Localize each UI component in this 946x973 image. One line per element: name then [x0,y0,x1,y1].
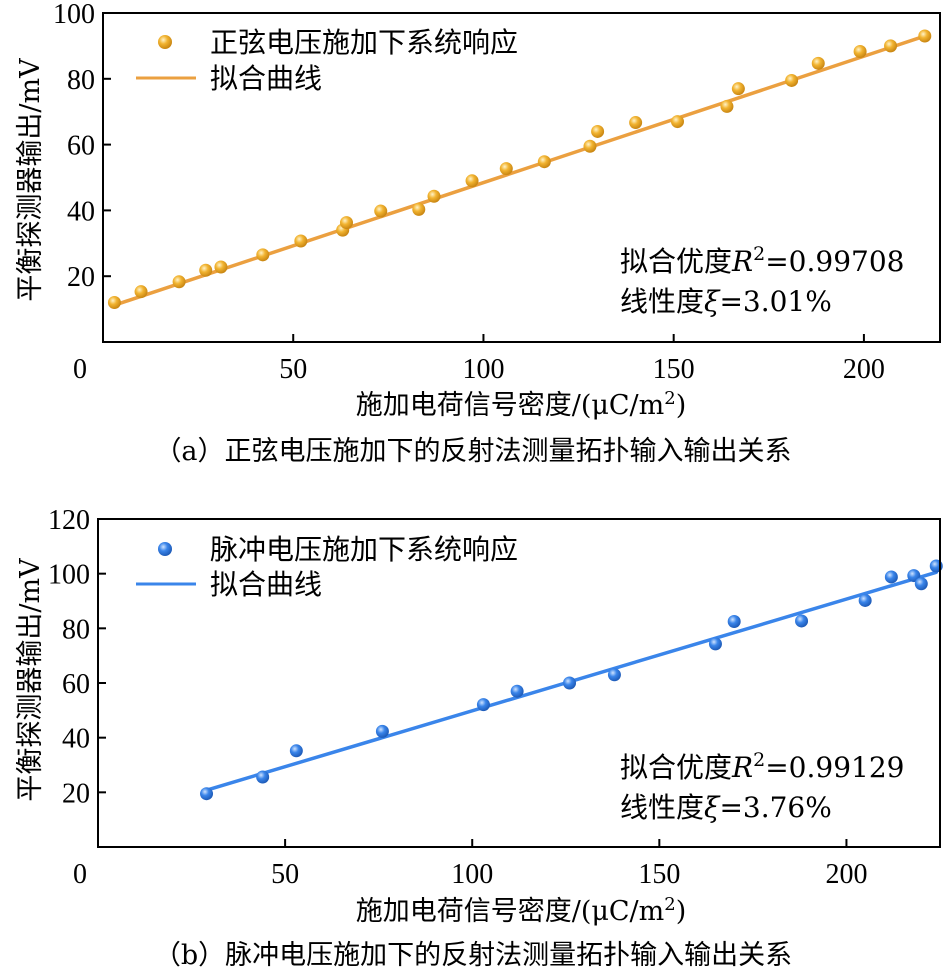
x-tick-label-a-4: 200 [843,354,885,385]
data-point-b-13 [907,569,921,583]
data-point-a-12 [465,174,479,188]
data-point-b-7 [607,668,621,682]
fit-stats-b: 拟合优度R2=0.99129 线性度ξ=3.76% [620,749,904,824]
linearity-annotation-b: 线性度ξ=3.76% [620,791,832,824]
ticks-b: 0 50 100 150 200 20 40 60 80 100 120 [48,505,867,890]
data-point-a-17 [629,116,643,130]
data-point-a-14 [537,155,551,169]
y-tick-label-a-1: 40 [67,196,95,227]
data-point-a-19 [720,99,734,113]
axes-frame-a [102,12,941,343]
chart-panel-a: 0 50 100 150 200 20 40 60 80 100 正弦电压施加下系统响应 拟合曲线… [15,0,941,467]
legend-marker-a [158,35,172,49]
data-point-b-6 [563,676,577,690]
y-tick-label-b-2: 60 [62,669,90,700]
x-tick-label-a-2: 100 [462,354,504,385]
legend-points-label-a: 正弦电压施加下系统响应 [210,26,518,59]
x-axis-label-a: 施加电荷信号密度/(μC/m2) [356,388,687,422]
fit-stats-a: 拟合优度R2=0.99708 线性度ξ=3.01% [620,243,904,318]
legend-fit-label-a: 拟合曲线 [210,62,322,95]
data-point-a-6 [294,234,308,248]
data-point-b-12 [884,570,898,584]
data-point-a-8 [339,216,353,230]
data-point-a-25 [918,29,932,43]
data-point-a-2 [172,275,186,289]
data-point-b-0 [200,787,214,801]
data-point-a-18 [670,115,684,129]
data-point-b-4 [476,698,490,712]
y-tick-label-a-0: 20 [67,262,95,293]
data-point-a-0 [107,296,121,310]
data-point-b-2 [289,744,303,758]
data-point-a-16 [591,124,605,138]
data-point-a-4 [214,260,228,274]
data-point-b-11 [858,593,872,607]
y-tick-label-b-5: 120 [48,505,90,536]
r2-annotation-b: 拟合优度R2=0.99129 [620,749,904,784]
data-point-a-20 [731,82,745,96]
data-point-b-5 [510,684,524,698]
data-point-a-9 [374,204,388,218]
chart-panel-b: 0 50 100 150 200 20 40 60 80 100 120 脉冲电压施加下系统响应 拟… [15,505,943,971]
y-axis-label-a: 平衡探测器输出/mV [15,58,46,302]
y-tick-label-b-1: 40 [62,724,90,755]
data-point-b-1 [256,770,270,784]
data-point-b-9 [727,615,741,628]
x-tick-label-b-0: 0 [73,859,87,890]
x-tick-label-a-1: 50 [279,354,307,385]
x-tick-label-a-3: 150 [653,354,695,385]
linearity-annotation-a: 线性度ξ=3.01% [620,285,832,318]
data-point-a-22 [811,56,825,70]
ticks-a: 0 50 100 150 200 20 40 60 80 100 [53,0,885,385]
legend-b: 脉冲电压施加下系统响应 拟合曲线 [136,533,518,601]
data-point-a-10 [412,202,426,216]
data-point-a-24 [884,39,898,53]
x-tick-label-b-2: 100 [451,859,493,890]
x-tick-label-a-0: 0 [73,354,87,385]
x-tick-label-b-4: 200 [825,859,867,890]
r2-annotation-a: 拟合优度R2=0.99708 [620,243,904,278]
plot-area-b [200,559,943,801]
y-tick-label-a-2: 60 [67,131,95,162]
y-tick-label-a-4: 100 [53,0,95,30]
legend-a: 正弦电压施加下系统响应 拟合曲线 [136,26,518,95]
y-axis-label-b: 平衡探测器输出/mV [15,558,46,802]
y-tick-label-b-0: 20 [62,778,90,809]
x-axis-label-b: 施加电荷信号密度/(μC/m2) [356,894,687,928]
data-point-b-3 [375,724,389,738]
data-point-b-14 [914,577,928,591]
y-tick-label-b-3: 80 [62,614,90,645]
legend-marker-b [158,542,172,556]
legend-points-label-b: 脉冲电压施加下系统响应 [210,533,518,566]
data-point-a-21 [785,73,799,87]
x-tick-label-b-3: 150 [638,859,680,890]
x-tick-label-b-1: 50 [271,859,299,890]
caption-a: （a）正弦电压施加下的反射法测量拓扑输入输出关系 [154,436,791,467]
data-point-a-1 [134,285,148,299]
y-tick-label-b-4: 100 [48,560,90,591]
y-tick-label-a-3: 80 [67,65,95,96]
caption-b: （b）脉冲电压施加下的反射法测量拓扑输入输出关系 [154,940,792,971]
legend-fit-label-b: 拟合曲线 [210,568,322,601]
data-point-a-15 [583,139,597,153]
data-point-a-11 [427,189,441,203]
data-point-a-5 [256,248,270,262]
data-point-a-23 [853,44,867,58]
data-point-a-3 [199,263,213,277]
plot-area-a [107,29,932,310]
data-point-b-8 [708,637,722,651]
data-point-a-13 [499,162,513,176]
data-point-b-10 [795,614,809,628]
